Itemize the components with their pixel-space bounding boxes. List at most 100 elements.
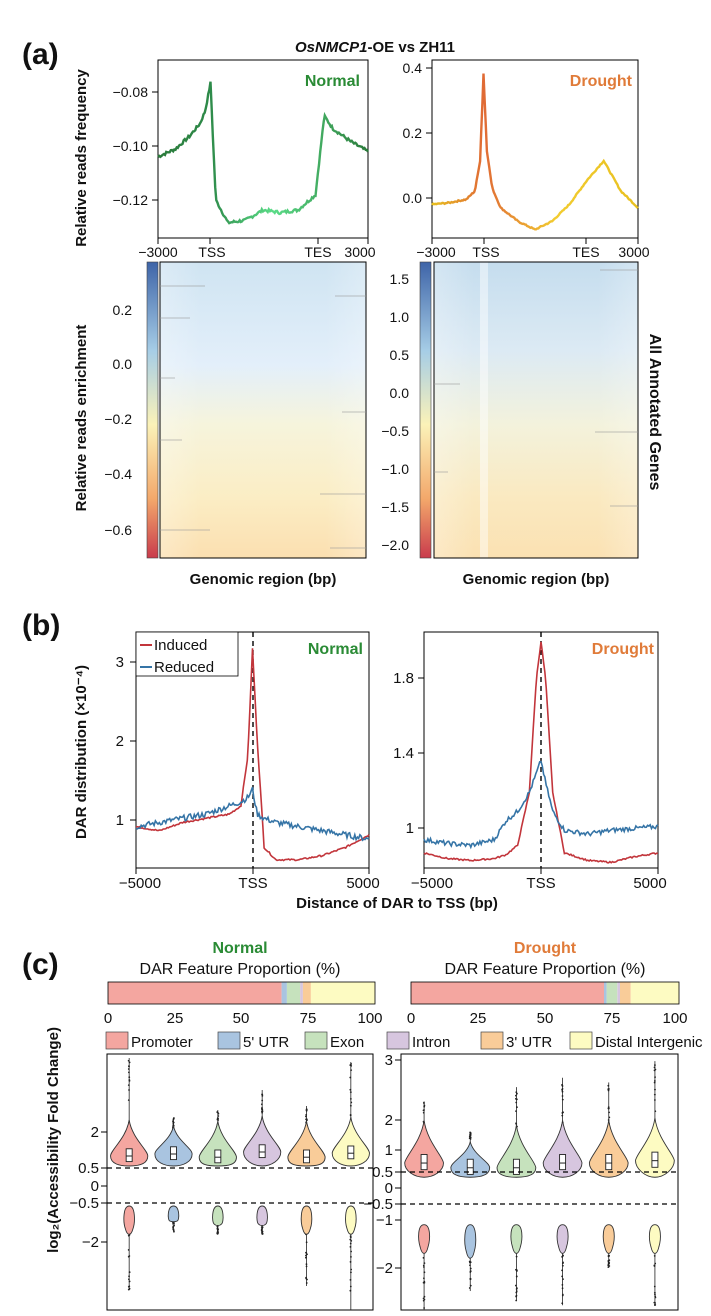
violin-box [420,1154,428,1171]
outlier-dot [350,1239,353,1242]
outlier-dot [349,1242,352,1245]
profile-drought-frame [431,59,639,239]
outlier-dot [173,1230,175,1233]
outlier-dot [469,1261,471,1264]
outlier-dot [607,1266,610,1268]
outlier-dot [608,1111,610,1114]
profile-normal-label: Normal [305,73,360,90]
outlier-dot [515,1123,518,1125]
ytick: 3 [385,1052,393,1069]
outlier-dot [607,1089,610,1092]
outlier-dot [305,1254,307,1257]
xtick: 75 [604,1010,621,1027]
proportion-segment [300,982,303,1004]
outlier-dot [305,1263,308,1266]
outlier-dot [128,1255,131,1257]
xtick: 3000 [344,244,375,260]
outlier-dot [653,1099,656,1101]
outlier-dot [349,1236,352,1239]
outlier-dot [561,1262,564,1265]
panel-b-xlabel: Distance of DAR to TSS (bp) [296,895,498,912]
violin-normal-yticks: 2 0.5 0 −0.5 −2 [69,1124,107,1251]
ytick: 1 [385,1142,393,1159]
panel-a-ylabel-top: Relative reads frequency [73,69,90,247]
violin-up-body [404,1120,444,1178]
profile-normal: Normal −0.08 −0.10 −0.12 −3000 TSS TES 3… [113,59,376,260]
violin-box [651,1151,659,1168]
outlier-dot [349,1245,352,1248]
outlier-dot [469,1284,472,1287]
xtick: 3000 [618,244,649,260]
profile-drought-line [431,73,639,231]
ytick: 1.8 [393,670,414,687]
outlier-dot [561,1275,564,1278]
proportion-drought-bar [411,982,679,1004]
xtick: 100 [662,1010,687,1027]
legend-swatch [105,1031,129,1050]
outlier-dot [469,1138,472,1140]
ytick: 0.0 [113,356,133,372]
violin-down-body [556,1224,569,1254]
violin-down-body [212,1205,224,1226]
ytick: 0 [91,1178,99,1195]
violin-box [605,1154,613,1171]
legend-induced: Induced [154,637,207,654]
outlier-dot [261,1099,264,1102]
xtick: 0 [407,1010,415,1027]
ytick: 2 [91,1124,99,1141]
dar-normal-label: Normal [308,641,363,658]
violin-box [559,1154,567,1171]
legend-label: 5' UTR [243,1034,289,1051]
outlier-dot [516,1106,518,1109]
outlier-dot [349,1114,352,1117]
outlier-dot [515,1290,518,1293]
ytick: −1.5 [381,499,409,515]
proportion-segment [302,982,311,1004]
proportion-segment [620,982,631,1004]
outlier-dot [216,1225,219,1228]
outlier-dot [423,1271,426,1274]
xtick: TES [572,244,599,260]
outlier-dot [305,1256,307,1259]
outlier-dot [217,1117,219,1120]
outlier-dot [654,1293,656,1296]
outlier-dot [423,1109,425,1111]
panel-a-title: OsNMCP1-OE vs ZH11 [295,39,455,56]
outlier-dot [607,1088,610,1090]
outlier-dot [350,1255,352,1258]
outlier-dot [423,1307,426,1309]
proportion-segment [108,982,282,1004]
outlier-dot [261,1093,264,1096]
outlier-dot [514,1284,517,1287]
outlier-dot [561,1111,564,1114]
outlier-dot [469,1134,472,1137]
outlier-dot [128,1061,131,1064]
heatmap-drought-streaks [434,269,638,507]
violin-up-body [110,1119,149,1167]
outlier-dot [260,1103,263,1106]
xtick: 75 [300,1010,317,1027]
colorbar-drought [419,261,432,559]
outlier-dot [561,1095,564,1097]
outlier-dot [305,1265,308,1268]
outlier-dot [128,1280,131,1283]
outlier-dot [217,1112,220,1115]
ytick: −2.0 [381,537,409,553]
outlier-dot [128,1071,130,1074]
outlier-dot [422,1277,425,1280]
outlier-dot [261,1107,263,1110]
xtick: TSS [238,875,267,892]
outlier-dot [261,1094,264,1097]
ytick: 0.0 [403,190,423,206]
xtick: 100 [357,1010,382,1027]
violin-box [303,1149,310,1164]
ytick: 0.0 [390,385,410,401]
xtick: 5000 [633,875,666,892]
ytick: −0.4 [104,466,132,482]
outlier-dot [608,1261,611,1264]
violin-down-body [123,1205,135,1235]
outlier-dot [469,1267,472,1270]
outlier-dot [561,1293,564,1296]
proportion-segment [281,982,287,1004]
dar-normal-yticks: 3 2 1 [116,654,136,829]
